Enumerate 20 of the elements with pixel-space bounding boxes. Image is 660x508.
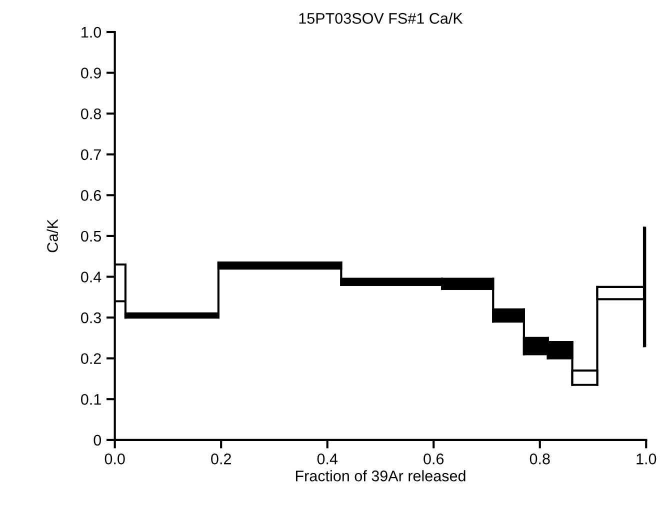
y-tick-label: 0.9 — [81, 68, 101, 78]
x-tick-label: 1.0 — [636, 454, 656, 464]
x-tick-label: 0.0 — [104, 454, 125, 464]
y-tick-label: 0.6 — [81, 190, 101, 201]
x-axis-title: Fraction of 39Ar released — [296, 470, 466, 482]
x-tick-label: 0.2 — [211, 454, 231, 464]
y-tick-label: 1.0 — [82, 26, 102, 38]
x-tick-label: 0.8 — [530, 454, 550, 464]
y-tick-label: 0.1 — [81, 394, 101, 405]
y-tick-label: 0.5 — [81, 230, 102, 242]
y-tick-label: 0 — [94, 434, 102, 446]
x-tick-label: 0.4 — [317, 454, 338, 464]
y-tick-label: 0.2 — [81, 353, 101, 364]
y-tick-label: 0.3 — [81, 312, 101, 324]
chart-title: 15PT03SOV FS#1 Ca/K — [299, 12, 463, 24]
y-tick-label: 0.7 — [81, 149, 101, 160]
y-axis-title: Ca/K — [46, 219, 58, 252]
y-tick-label: 0.8 — [81, 108, 101, 120]
y-tick-label: 0.4 — [81, 272, 102, 282]
x-tick-label: 0.6 — [424, 454, 444, 464]
